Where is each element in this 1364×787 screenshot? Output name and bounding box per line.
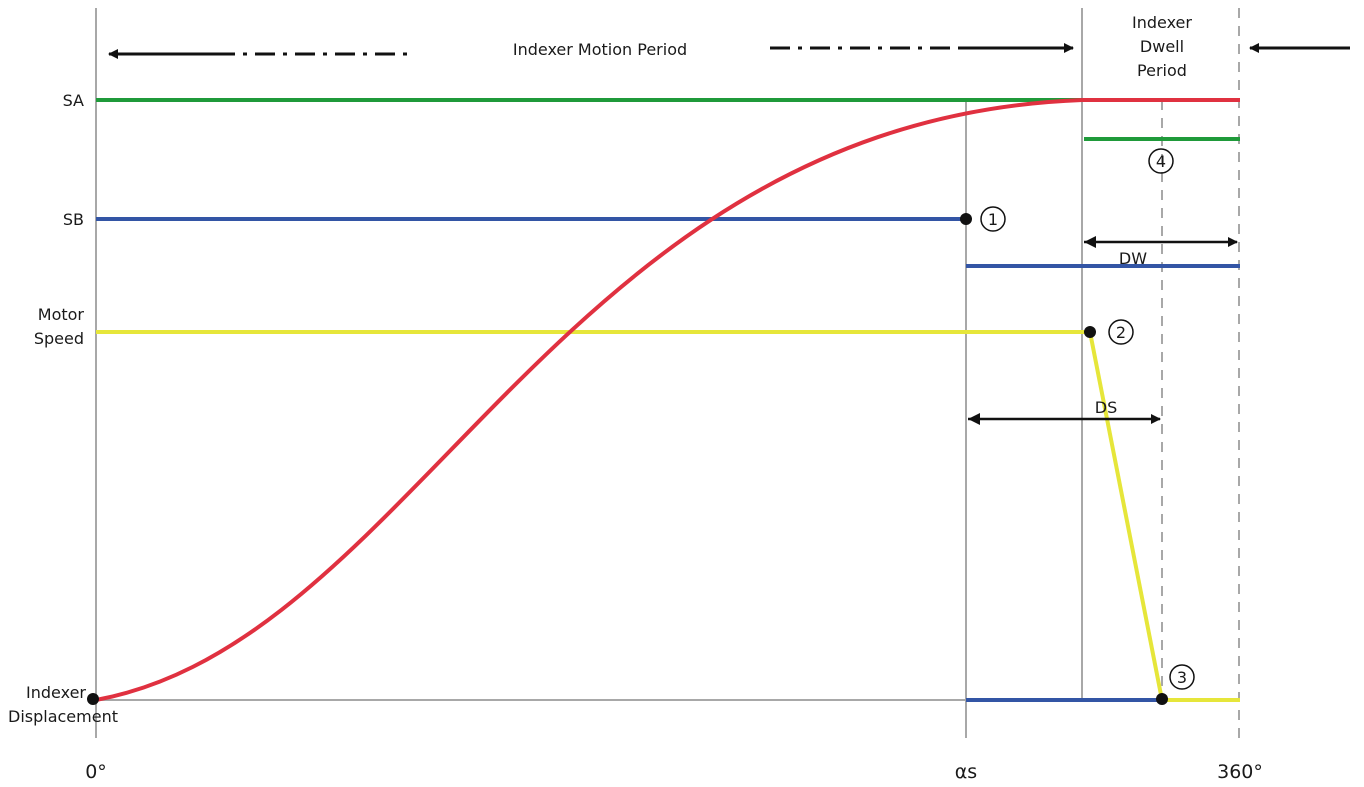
dwell-period-label-2: Dwell [1140,37,1184,56]
x-tick-zero: 0° [85,761,107,783]
dw-label: DW [1119,249,1147,268]
motor-speed-label-1: Motor [38,305,85,324]
x-tick-alpha-s: αs [955,761,977,783]
indexer-displacement-curve [95,98,1083,702]
svg-text:3: 3 [1177,668,1187,687]
indexer-displacement-label-1: Indexer [26,683,86,702]
ds-label: DS [1095,398,1117,417]
displacement-start-dot [87,693,99,705]
motor-speed-decel-line [1088,331,1164,701]
svg-text:1: 1 [988,210,998,229]
marker-3: 3 [1169,664,1195,690]
motor-speed-label-2: Speed [34,329,84,348]
ds-arrow-left-head [968,413,980,425]
dwell-period-label-1: Indexer [1132,13,1192,32]
marker-3-dot [1156,693,1168,705]
dw-arrow-left-head [1084,236,1096,248]
motion-period-label: Indexer Motion Period [513,40,687,59]
x-tick-360: 360° [1217,761,1263,783]
marker-4: 4 [1148,148,1174,174]
marker-2-dot [1084,326,1096,338]
sa-label: SA [63,91,84,110]
marker-2: 2 [1108,319,1134,345]
svg-text:2: 2 [1116,323,1126,342]
sb-label: SB [63,210,84,229]
indexer-displacement-label-2: Displacement [8,707,118,726]
marker-1-dot [960,213,972,225]
marker-1: 1 [980,206,1006,232]
svg-text:4: 4 [1156,152,1166,171]
dwell-period-label-3: Period [1137,61,1187,80]
